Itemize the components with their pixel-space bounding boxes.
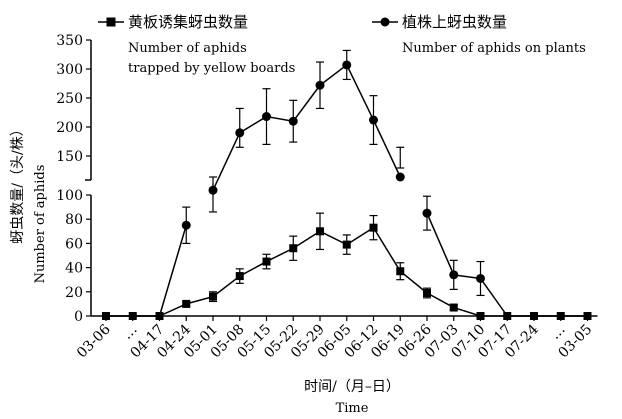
series-line-plants: [372, 119, 401, 178]
series-line-yellow-board: [292, 230, 321, 249]
series-line-yellow-board: [266, 247, 294, 263]
data-point-yellow-board: [289, 244, 298, 253]
y-axis-label-en: Number of aphids: [33, 165, 48, 284]
y-tick-label: 80: [65, 212, 83, 228]
data-point-plants: [395, 172, 405, 182]
series-line-yellow-board: [453, 306, 481, 317]
series-line-plants: [292, 84, 321, 122]
series-line-yellow-board: [372, 227, 401, 272]
legend-label-plants-en: Number of aphids on plants: [402, 41, 586, 56]
data-point-plants: [369, 115, 378, 125]
series-line-plants: [158, 225, 187, 317]
y-tick-label: 250: [56, 91, 83, 107]
series-line-yellow-board: [319, 230, 348, 246]
chart-legend: 黄板诱集蚜虫数量 Number of aphids trapped by yell…: [98, 13, 586, 76]
data-point-yellow-board: [476, 312, 485, 320]
legend-entry-plants: 植株上蚜虫数量 Number of aphids on plants: [372, 13, 586, 56]
legend-label-plants-cn: 植株上蚜虫数量: [402, 13, 507, 31]
legend-label-yellow-board-en: Number of aphids trapped by yellow boards: [128, 41, 295, 76]
y-tick-label: 20: [65, 285, 83, 301]
legend-label-yellow-board-cn: 黄板诱集蚜虫数量: [128, 13, 248, 31]
data-point-plants: [288, 116, 298, 126]
series-line-yellow-board: [212, 275, 241, 298]
series-line-yellow-board: [399, 270, 428, 294]
data-point-yellow-board: [396, 267, 405, 276]
y-tick-label: 300: [56, 62, 83, 78]
series-line-plants: [239, 115, 267, 134]
axis-labels: 时间/（月–日） Time 蚜虫数量/（头/株） Number of aphid…: [10, 122, 400, 416]
series-line-plants: [319, 64, 348, 86]
data-point-plants: [235, 128, 245, 138]
data-point-yellow-board: [235, 272, 244, 281]
data-point-plants: [315, 80, 325, 90]
x-tick-label: 03-06: [74, 321, 114, 361]
data-point-plants: [262, 112, 271, 122]
y-tick-label: 0: [74, 309, 83, 325]
series-line-yellow-board: [186, 295, 214, 305]
data-point-yellow-board: [449, 303, 458, 312]
series-line-yellow-board: [159, 303, 187, 317]
data-point-yellow-board: [316, 227, 324, 236]
y-tick-label: 60: [65, 236, 83, 252]
data-point-plants: [181, 220, 191, 230]
data-point-plants: [342, 60, 352, 70]
data-point-yellow-board: [209, 292, 217, 301]
y-tick-label: 350: [56, 33, 83, 49]
data-point-yellow-board: [423, 289, 431, 298]
data-point-plants: [422, 208, 432, 218]
y-tick-label: 200: [56, 120, 83, 136]
series-line-yellow-board: [426, 292, 455, 309]
data-point-plants: [449, 270, 459, 280]
series-line-plants: [479, 278, 508, 317]
y-axis-label-cn: 蚜虫数量/（头/株）: [10, 122, 26, 243]
series-line-plants: [426, 212, 455, 276]
series-line-yellow-board: [346, 227, 374, 246]
data-point-yellow-board: [369, 223, 378, 232]
data-point-yellow-board: [342, 240, 351, 249]
legend-entry-yellow-board: 黄板诱集蚜虫数量 Number of aphids trapped by yell…: [98, 13, 295, 76]
legend-circle-marker: [380, 17, 390, 27]
data-point-yellow-board: [262, 257, 271, 266]
legend-square-marker: [106, 17, 116, 27]
y-tick-label: 150: [56, 149, 83, 165]
data-point-plants: [208, 185, 218, 195]
series-line-plants: [212, 132, 241, 191]
chart-plot-area: [102, 49, 592, 320]
x-axis-label-en: Time: [336, 401, 369, 416]
y-tick-label: 40: [65, 261, 83, 277]
y-tick-label: 100: [56, 188, 83, 204]
series-line-plants: [266, 115, 294, 122]
series-line-yellow-board: [239, 260, 267, 277]
data-point-plants: [476, 273, 485, 283]
x-axis-label-cn: 时间/（月–日）: [304, 379, 400, 395]
data-point-yellow-board: [182, 299, 191, 308]
series-line-plants: [346, 64, 375, 121]
